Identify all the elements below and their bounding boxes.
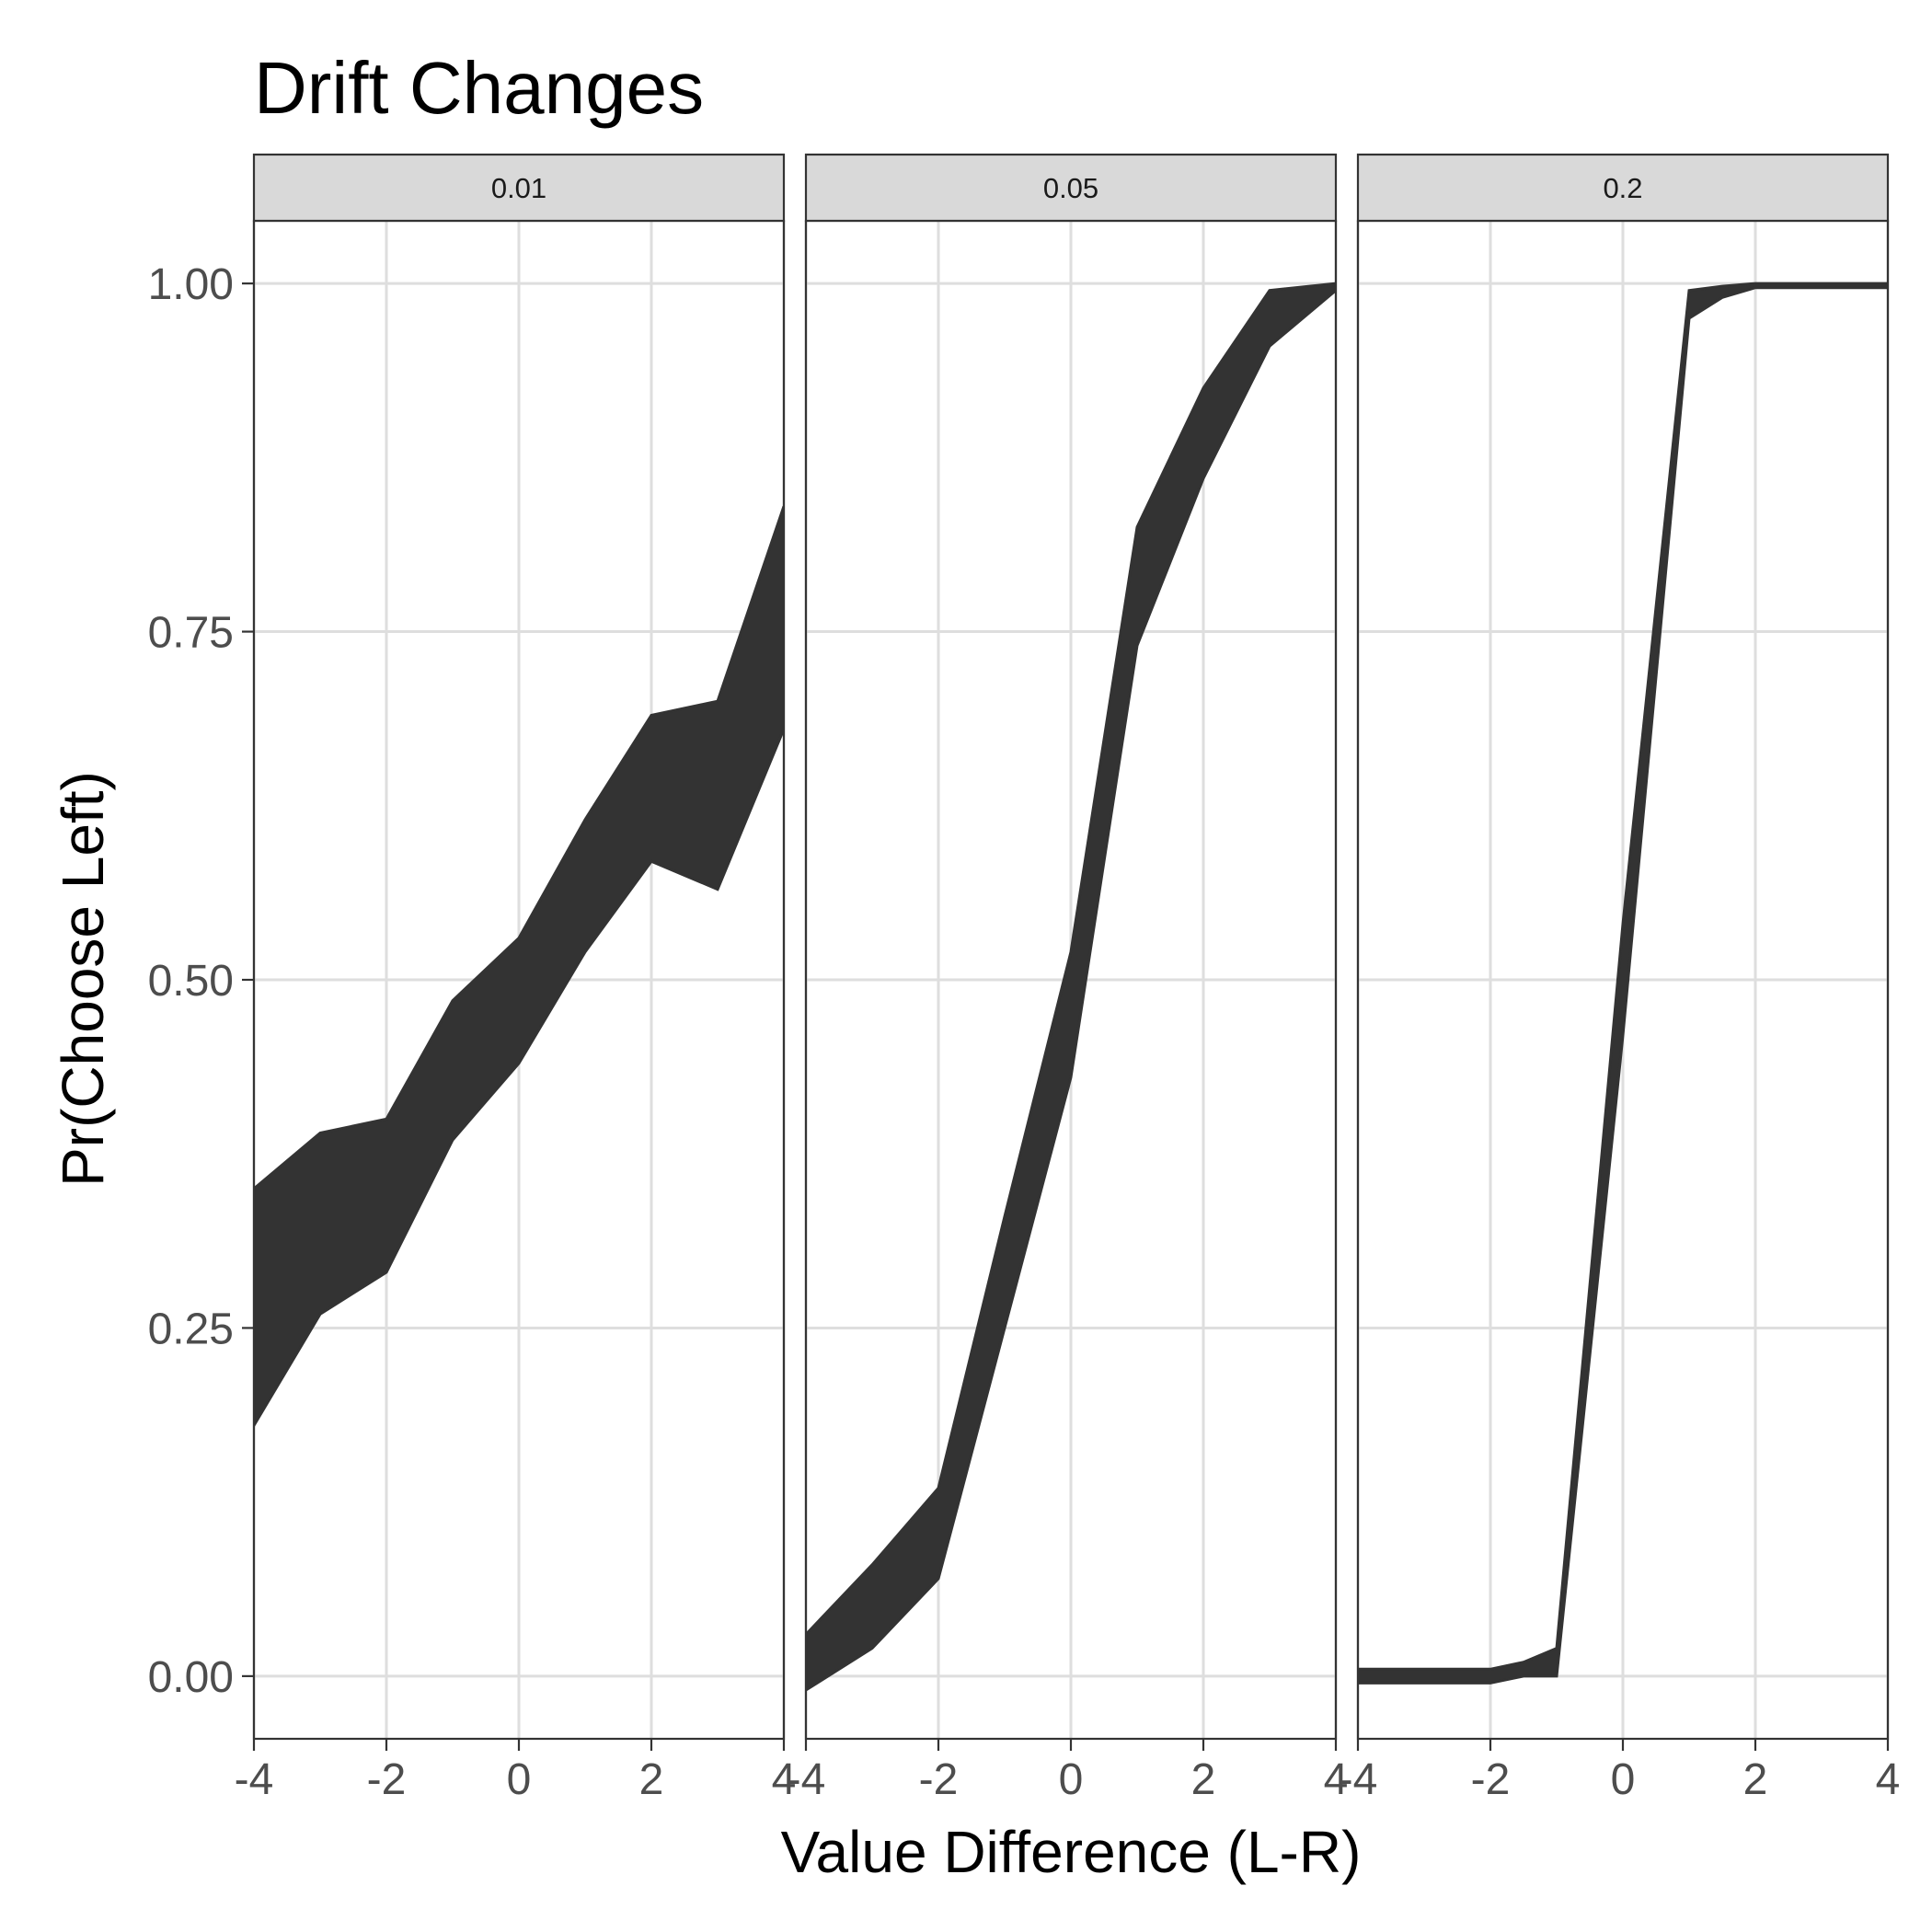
panels-layer: 0.01 -4 -2 0 2 4 0.05 -4 -2 0 2 4 0.2 -4 -2 0 2 4 <box>235 153 1901 1804</box>
facet-strip <box>804 153 1338 223</box>
x-tick-label: -2 <box>919 1755 959 1804</box>
x-tick-label: 2 <box>1191 1755 1216 1804</box>
y-tick-label: 1.00 <box>148 260 234 309</box>
facet-panel-0.05: 0.05 -4 -2 0 2 4 <box>787 153 1349 1804</box>
x-tick-label: -2 <box>367 1755 407 1804</box>
facet-strip <box>1356 153 1890 223</box>
y-tick-label: 0.25 <box>148 1305 234 1353</box>
x-tick-label: 4 <box>772 1755 797 1804</box>
y-tick-label: 0.00 <box>148 1653 234 1702</box>
x-tick-label: 0 <box>507 1755 532 1804</box>
x-axis-title: Value Difference (L-R) <box>781 1819 1362 1885</box>
x-tick-label: -4 <box>787 1755 826 1804</box>
x-tick-label: -4 <box>1339 1755 1378 1804</box>
x-tick-label: -2 <box>1471 1755 1511 1804</box>
facet-strip <box>252 153 786 223</box>
facet-strip-label: 0.05 <box>1043 172 1098 204</box>
x-tick-label: 2 <box>1743 1755 1768 1804</box>
chart-title: Drift Changes <box>254 47 704 129</box>
y-tick-label: 0.50 <box>148 957 234 1006</box>
y-axis-title: Pr(Choose Left) <box>50 771 116 1187</box>
ribbon-area-0.01 <box>254 505 784 1429</box>
y-tick-label: 0.75 <box>148 609 234 658</box>
facet-panel-0.01: 0.01 -4 -2 0 2 4 <box>235 153 797 1804</box>
x-tick-label: -4 <box>235 1755 274 1804</box>
facet-strip-label: 0.2 <box>1603 172 1642 204</box>
x-tick-label: 4 <box>1876 1755 1901 1804</box>
ribbon-area-0.2 <box>1358 282 1888 1685</box>
facet-panel-0.2: 0.2 -4 -2 0 2 4 <box>1339 153 1901 1804</box>
ribbon-area-0.05 <box>806 282 1336 1692</box>
x-tick-label: 2 <box>639 1755 664 1804</box>
x-tick-label: 4 <box>1324 1755 1349 1804</box>
x-tick-label: 0 <box>1059 1755 1084 1804</box>
x-tick-label: 0 <box>1611 1755 1636 1804</box>
y-axis: 0.00 0.25 0.50 0.75 1.00 <box>148 260 254 1702</box>
facet-strip-label: 0.01 <box>491 172 546 204</box>
